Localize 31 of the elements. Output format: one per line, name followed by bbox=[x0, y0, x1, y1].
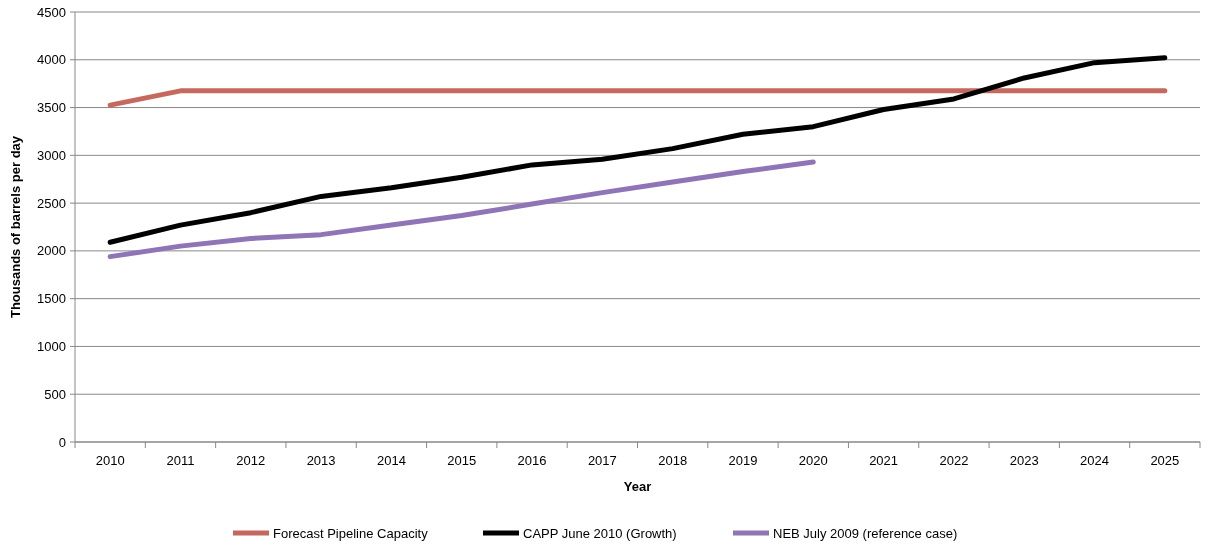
y-tick-label: 0 bbox=[58, 434, 66, 450]
legend-label: NEB July 2009 (reference case) bbox=[773, 525, 958, 541]
x-axis-title: Year bbox=[623, 479, 652, 494]
x-tick-label: 2023 bbox=[1009, 453, 1039, 468]
x-tick-label: 2017 bbox=[587, 453, 617, 468]
x-tick-label: 2019 bbox=[728, 453, 758, 468]
x-tick-label: 2015 bbox=[447, 453, 477, 468]
x-tick-label: 2022 bbox=[939, 453, 969, 468]
x-tick-label: 2013 bbox=[306, 453, 336, 468]
x-tick-label: 2016 bbox=[517, 453, 547, 468]
x-tick-label: 2025 bbox=[1150, 453, 1180, 468]
y-tick-label: 4000 bbox=[37, 52, 66, 68]
x-tick-label: 2010 bbox=[95, 453, 125, 468]
y-tick-label: 3500 bbox=[37, 100, 66, 116]
y-tick-label: 2500 bbox=[37, 195, 66, 211]
x-tick-label: 2014 bbox=[376, 453, 406, 468]
x-tick-label: 2018 bbox=[658, 453, 688, 468]
x-tick-label: 2021 bbox=[869, 453, 899, 468]
y-tick-label: 2000 bbox=[37, 243, 66, 259]
legend-label: CAPP June 2010 (Growth) bbox=[523, 525, 677, 541]
legend-label: Forecast Pipeline Capacity bbox=[273, 525, 429, 541]
y-tick-label: 1000 bbox=[37, 338, 66, 354]
x-tick-label: 2011 bbox=[166, 453, 195, 468]
y-tick-label: 3000 bbox=[37, 147, 66, 163]
y-tick-label: 4500 bbox=[37, 4, 66, 20]
y-tick-label: 500 bbox=[44, 386, 66, 402]
x-tick-label: 2020 bbox=[798, 453, 828, 468]
x-tick-label: 2012 bbox=[236, 453, 266, 468]
y-axis-title: Thousands of barrels per day bbox=[8, 135, 23, 319]
y-tick-label: 1500 bbox=[37, 291, 66, 307]
x-tick-label: 2024 bbox=[1080, 453, 1109, 468]
